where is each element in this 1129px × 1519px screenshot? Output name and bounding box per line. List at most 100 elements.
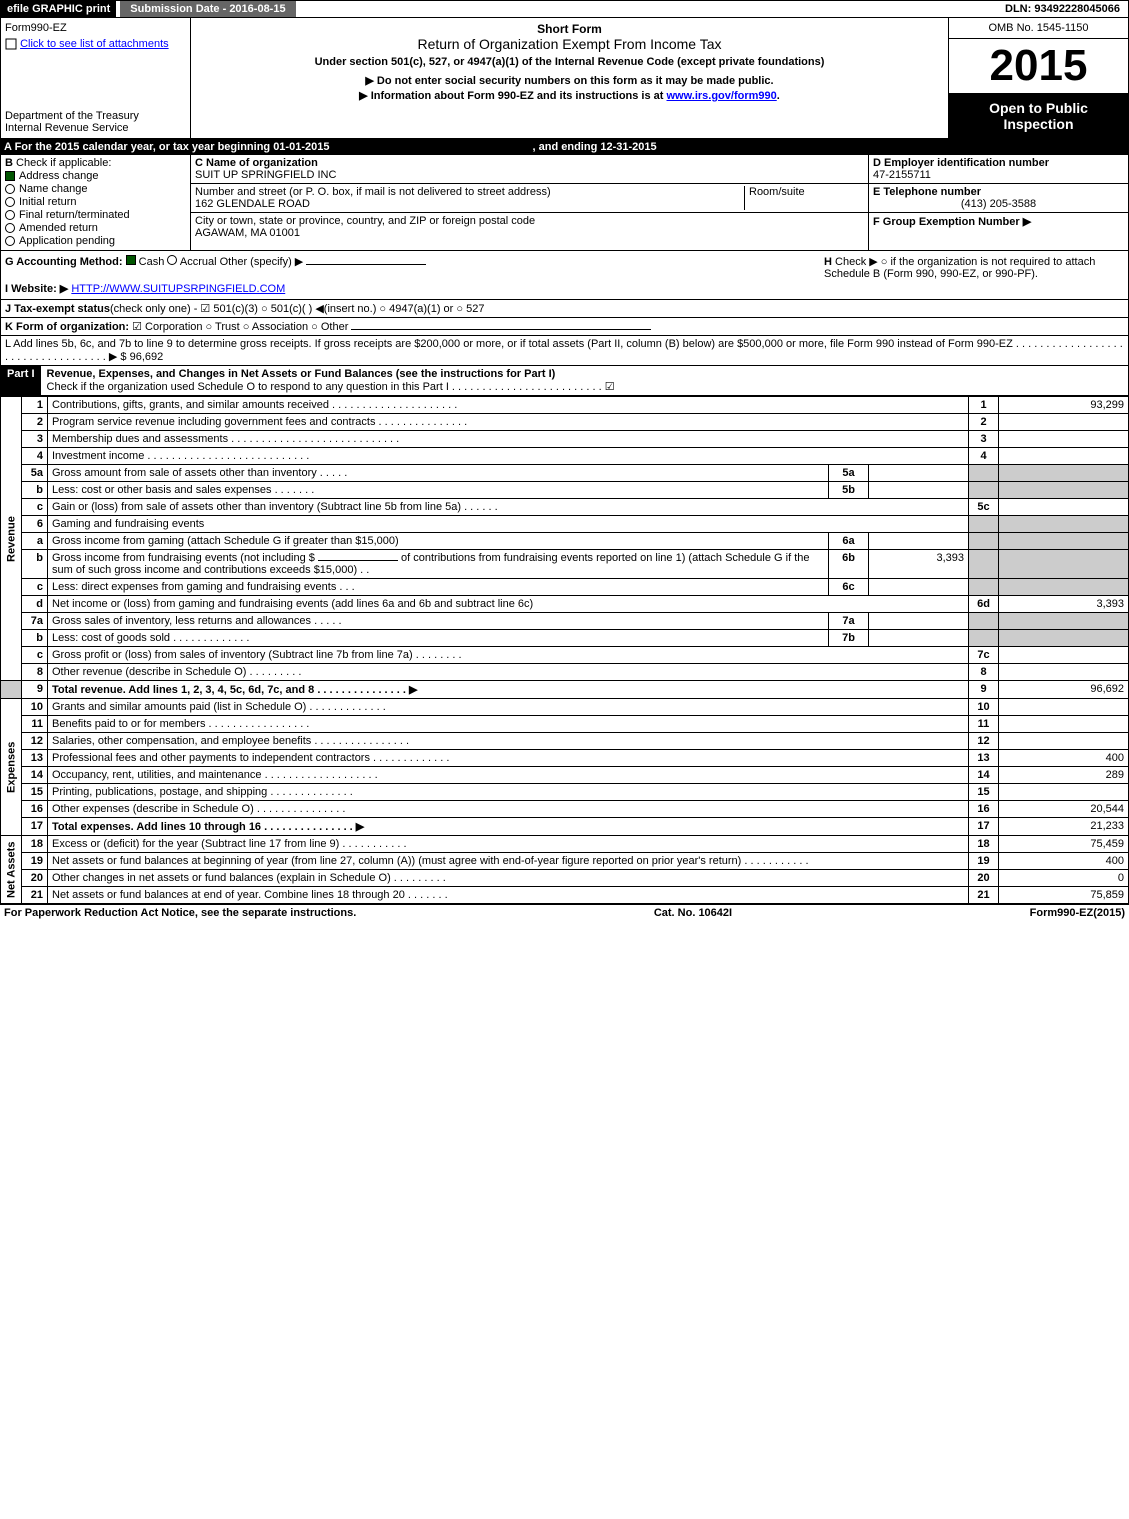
check-final-return[interactable]: Final return/terminated [5,209,186,221]
cat-no: Cat. No. 10642I [654,907,732,919]
check-label: Initial return [19,196,76,208]
check-label: Amended return [19,222,98,234]
k-other-input[interactable] [351,329,651,330]
check-application-pending[interactable]: Application pending [5,235,186,247]
line-1: Revenue 1 Contributions, gifts, grants, … [1,397,1129,414]
line-no: 14 [22,767,48,784]
sub-box: 5b [829,482,869,499]
sub-val [869,579,969,596]
line-no: 16 [22,801,48,818]
dln-number: DLN: 93492228045066 [997,1,1128,17]
cash-checkbox[interactable] [126,255,136,265]
website-link[interactable]: HTTP://WWW.SUITUPSRPINGFIELD.COM [71,283,285,295]
check-label: Name change [19,183,88,195]
a-text: A For the 2015 calendar year, or tax yea… [4,141,329,153]
line-desc: Gross income from fundraising events (no… [48,550,829,579]
radio-icon [5,223,15,233]
line-11: 11 Benefits paid to or for members . . .… [1,716,1129,733]
shaded-cell [969,630,999,647]
right-no: 21 [969,887,999,904]
line-amount [999,431,1129,448]
part1-title: Revenue, Expenses, and Changes in Net As… [47,368,1122,380]
line-desc: Net assets or fund balances at end of ye… [48,887,969,904]
right-no: 3 [969,431,999,448]
h-text: Check ▶ ○ if the organization is not req… [824,256,1095,280]
line-no: 19 [22,853,48,870]
sub-box: 7a [829,613,869,630]
accrual-radio[interactable] [167,255,177,265]
radio-icon [5,210,15,220]
part1-check-text: Check if the organization used Schedule … [47,380,1122,393]
line-no: 10 [22,699,48,716]
header-right-col: OMB No. 1545-1150 2015 Open to Public In… [948,18,1128,138]
right-no: 15 [969,784,999,801]
shaded-cell [999,465,1129,482]
section-a-header: A For the 2015 calendar year, or tax yea… [0,139,1129,155]
check-label: Application pending [19,235,115,247]
k-items: ☑ Corporation ○ Trust ○ Association ○ Ot… [132,321,348,333]
line-no: 21 [22,887,48,904]
tax-year: 2015 [949,39,1128,94]
line-amount [999,448,1129,465]
line-desc: Gaming and fundraising events [48,516,969,533]
j-label: J Tax-exempt status [5,303,110,315]
line-desc: Grants and similar amounts paid (list in… [48,699,969,716]
line-amount: 93,299 [999,397,1129,414]
line-desc: Membership dues and assessments . . . . … [48,431,969,448]
line-21: 21 Net assets or fund balances at end of… [1,887,1129,904]
line-no: 4 [22,448,48,465]
irs-form990-link[interactable]: www.irs.gov/form990 [667,90,777,102]
check-address-change[interactable]: Address change [5,170,186,182]
c-addr-label: Number and street (or P. O. box, if mail… [195,186,744,198]
line-no: 3 [22,431,48,448]
line-desc: Gross profit or (loss) from sales of inv… [48,647,969,664]
check-amended-return[interactable]: Amended return [5,222,186,234]
room-suite-label: Room/suite [749,186,864,198]
shaded-cell [969,516,999,533]
line-no: 9 [22,681,48,699]
check-name-change[interactable]: Name change [5,183,186,195]
line-desc: Professional fees and other payments to … [48,750,969,767]
page-footer: For Paperwork Reduction Act Notice, see … [0,904,1129,921]
check-initial-return[interactable]: Initial return [5,196,186,208]
other-specify-input[interactable] [306,264,426,265]
right-no: 12 [969,733,999,750]
gh-left: G Accounting Method: Cash Accrual Other … [5,255,824,295]
shaded-cell [969,465,999,482]
line-desc: Investment income . . . . . . . . . . . … [48,448,969,465]
attachments-link[interactable]: Click to see list of attachments [20,38,169,50]
line-amount: 75,459 [999,836,1129,853]
line-no: b [22,482,48,499]
line-amount [999,784,1129,801]
org-name: SUIT UP SPRINGFIELD INC [195,169,864,181]
line-desc: Gross amount from sale of assets other t… [48,465,829,482]
line-6d: d Net income or (loss) from gaming and f… [1,596,1129,613]
j-tax-exempt-row: J Tax-exempt status(check only one) - ☑ … [0,300,1129,318]
right-no: 20 [969,870,999,887]
sub-val [869,613,969,630]
line-amount: 289 [999,767,1129,784]
header-mid-col: Short Form Return of Organization Exempt… [191,18,948,138]
shaded-cell [999,550,1129,579]
attachment-icon[interactable] [5,38,17,50]
line-no: 1 [22,397,48,414]
g-other: Other (specify) ▶ [220,256,304,268]
sub-box: 6a [829,533,869,550]
line-desc: Total revenue. Add lines 1, 2, 3, 4, 5c,… [48,681,969,699]
ssn-warning: ▶ Do not enter social security numbers o… [195,74,944,87]
form-footer-label: Form990-EZ(2015) [1030,907,1125,919]
d-ein-label: D Employer identification number [873,157,1124,169]
form-lines-table: Revenue 1 Contributions, gifts, grants, … [0,396,1129,904]
section-b-checkboxes: B Check if applicable: Address change Na… [1,155,191,250]
section-c-org-info: C Name of organization SUIT UP SPRINGFIE… [191,155,868,250]
line-amount [999,414,1129,431]
efile-print-button[interactable]: efile GRAPHIC print [1,1,116,17]
line-amount: 20,544 [999,801,1129,818]
line-18: Net Assets 18 Excess or (deficit) for th… [1,836,1129,853]
line-no: 12 [22,733,48,750]
line-desc: Total expenses. Add lines 10 through 16 … [48,818,969,836]
l6b-blank[interactable] [318,560,398,561]
paperwork-notice: For Paperwork Reduction Act Notice, see … [4,907,356,919]
line-15: 15 Printing, publications, postage, and … [1,784,1129,801]
shaded-cell [999,482,1129,499]
